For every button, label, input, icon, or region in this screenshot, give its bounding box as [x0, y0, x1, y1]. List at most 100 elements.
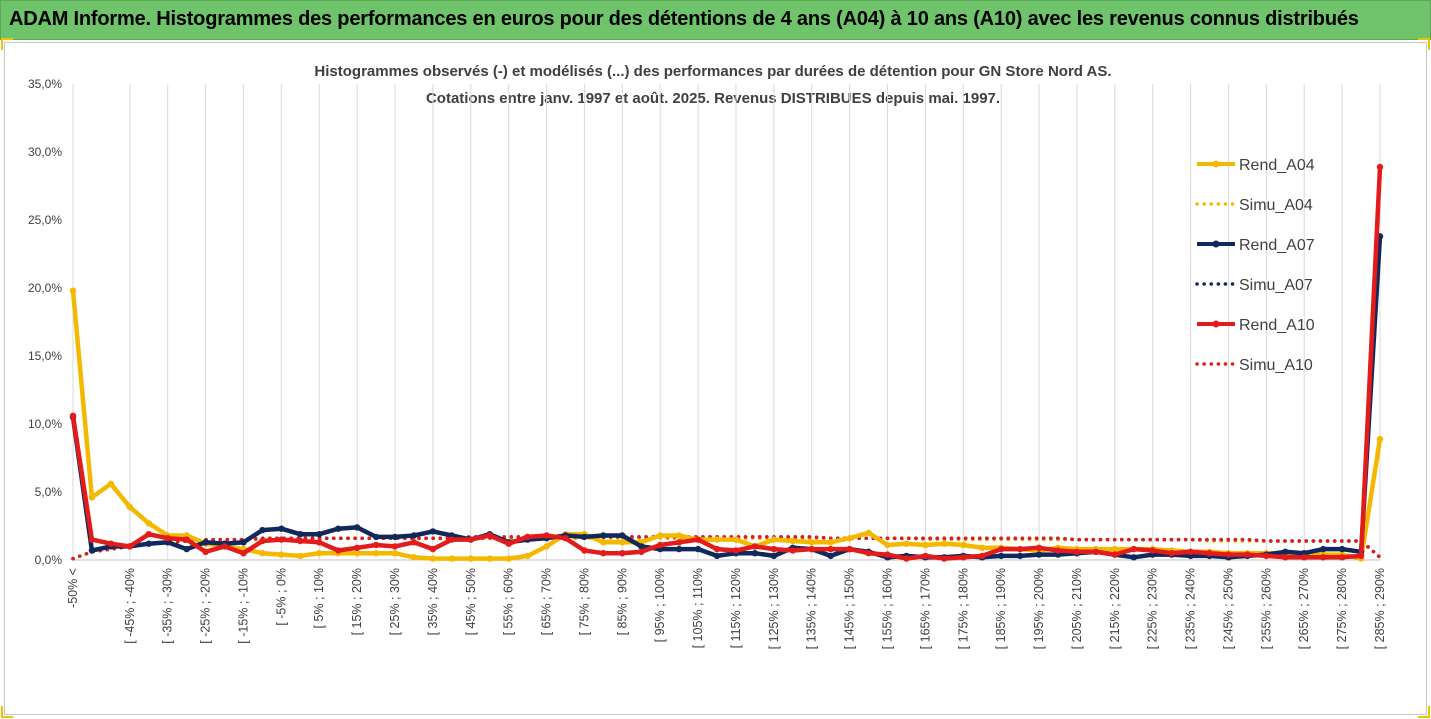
data-point: [846, 545, 853, 553]
data-point: [543, 532, 550, 539]
data-point: [391, 533, 399, 541]
x-tick-label: [ 145% ; 150%: [843, 568, 857, 649]
data-point: [979, 544, 986, 551]
x-tick-label: [ 85% ; 90%: [615, 568, 629, 635]
data-point: [732, 547, 740, 554]
data-point: [145, 540, 152, 547]
data-point: [1282, 548, 1289, 555]
data-point: [751, 550, 759, 557]
data-point: [1320, 554, 1327, 561]
y-tick-label: 5,0%: [35, 485, 63, 499]
x-tick-label: [ 135% ; 140%: [805, 568, 819, 649]
data-point: [998, 552, 1005, 560]
series-line: [70, 290, 1383, 561]
data-point: [941, 555, 948, 562]
y-tick-label: 30,0%: [28, 145, 62, 159]
data-point: [1054, 547, 1062, 554]
data-point: [126, 503, 133, 511]
data-point: [1282, 554, 1289, 561]
data-point: [562, 535, 569, 542]
data-point: [619, 539, 626, 546]
data-point: [372, 541, 380, 549]
data-point: [353, 550, 361, 557]
data-point: [1244, 551, 1251, 558]
data-point: [1016, 552, 1024, 560]
data-point: [581, 547, 588, 554]
data-point: [240, 539, 247, 546]
data-point: [600, 532, 607, 539]
x-tick-label: [ 115% ; 120%: [729, 568, 743, 648]
x-tick-label: [ 75% ; 80%: [577, 568, 591, 635]
data-point: [69, 287, 77, 294]
data-point: [1130, 554, 1138, 561]
data-point: [391, 543, 399, 550]
x-tick-label: [ 105% ; 110%: [691, 568, 705, 648]
data-point: [316, 550, 323, 557]
series-rend-a07: [69, 233, 1384, 561]
legend-label: Simu_A10: [1239, 357, 1313, 374]
x-tick-label: [ -25% ; -20%: [199, 568, 213, 644]
data-point: [410, 539, 418, 546]
data-point: [297, 531, 304, 538]
frame-corner-top-left: [1, 38, 13, 50]
x-tick-label: [ -5% ; 0%: [274, 568, 288, 626]
data-point: [808, 539, 815, 546]
data-point: [1301, 554, 1308, 561]
frame-corner-bottom-left: [1, 706, 13, 718]
data-point: [467, 536, 474, 543]
data-point: [751, 543, 759, 550]
data-point: [88, 536, 96, 543]
data-point: [486, 555, 493, 562]
x-tick-label: [ 125% ; 130%: [767, 568, 781, 649]
data-point: [1092, 548, 1100, 555]
data-point: [126, 543, 133, 550]
data-point: [789, 537, 796, 545]
data-point: [998, 545, 1005, 553]
data-point: [316, 531, 323, 538]
legend: Rend_A04 Simu_A04 Rend_A07 Simu_A07 Rend_A10…: [1195, 157, 1315, 374]
x-tick-label: [ 15% ; 20%: [350, 568, 364, 635]
x-tick-label: [ 25% ; 30%: [388, 568, 402, 635]
data-point: [505, 555, 512, 562]
data-point: [619, 550, 626, 557]
data-point: [1376, 163, 1384, 171]
data-point: [713, 545, 721, 553]
data-point: [353, 544, 361, 551]
data-point: [448, 555, 455, 562]
data-point: [278, 536, 285, 543]
chart-subtitle: Cotations entre janv. 1997 et août. 2025…: [426, 90, 1000, 107]
data-point: [1263, 552, 1270, 560]
data-point: [316, 539, 323, 546]
x-tick-label: [ 5% ; 10%: [312, 568, 326, 628]
data-point: [259, 537, 266, 545]
data-point: [372, 550, 380, 557]
data-point: [1357, 552, 1365, 560]
legend-item: Rend_A10: [1197, 317, 1315, 334]
data-point: [429, 545, 437, 553]
legend-item: Rend_A07: [1197, 237, 1315, 254]
data-point: [675, 539, 683, 546]
data-point: [429, 555, 437, 562]
data-point: [183, 545, 190, 553]
series-rend-a10: [69, 163, 1384, 562]
legend-marker: [1212, 160, 1220, 168]
x-tick-label: [ 55% ; 60%: [502, 568, 516, 635]
x-tick-label: [ 205% ; 210%: [1070, 568, 1084, 649]
data-point: [221, 543, 228, 550]
frame-corner-top-right: [1418, 38, 1430, 50]
data-point: [922, 552, 929, 560]
data-point: [335, 525, 342, 532]
legend-label: Simu_A04: [1239, 197, 1313, 214]
data-point: [259, 526, 266, 534]
data-point: [903, 540, 910, 547]
data-point: [467, 555, 474, 562]
data-point: [960, 554, 967, 561]
data-point: [1338, 545, 1346, 553]
x-tick-label: [ 285% ; 290%: [1373, 568, 1387, 649]
data-point: [770, 552, 778, 560]
data-point: [657, 532, 664, 539]
legend-marker: [1212, 240, 1220, 248]
x-tick-label: [ 35% ; 40%: [426, 568, 440, 635]
data-point: [694, 536, 702, 543]
data-point: [335, 547, 342, 554]
